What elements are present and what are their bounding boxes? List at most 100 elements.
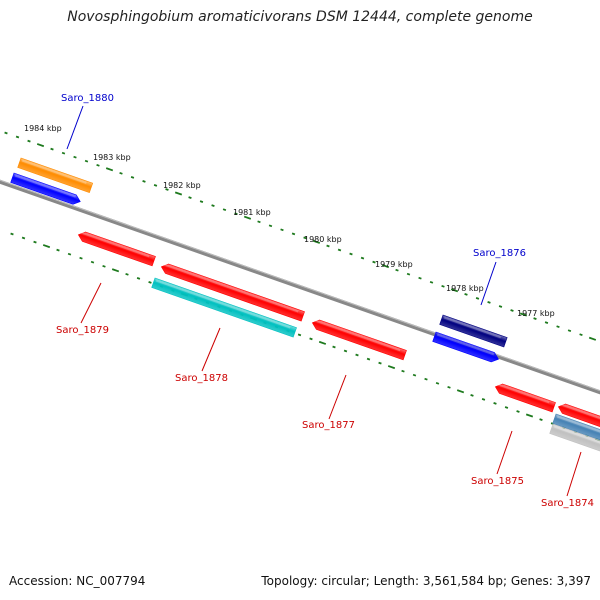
scale-tick-minor (21, 236, 26, 240)
scale-label: 1980 kbp (304, 235, 342, 244)
scale-tick-major (105, 167, 114, 172)
gene-leader-line (566, 451, 582, 497)
scale-label: 1981 kbp (233, 208, 271, 217)
gene-feature-arrow[interactable] (552, 413, 600, 444)
scale-ticks-reverse (10, 232, 600, 442)
scale-tick-minor (441, 284, 445, 288)
genome-map: 1984 kbp 1983 kbp 1982 kbp 1981 kbp 1980 kbp… (0, 93, 600, 509)
genome-summary-text: Topology: circular; Length: 3,561,584 bp… (261, 574, 591, 588)
scale-tick-minor (142, 180, 146, 183)
scale-tick-minor (332, 345, 336, 349)
scale-tick-minor (412, 373, 417, 377)
scale-tick-minor (487, 301, 491, 304)
scale-tick-minor (378, 361, 382, 365)
scale-tick-minor (15, 135, 20, 139)
labels-layer: 1984 kbp 1983 kbp 1982 kbp 1981 kbp 1980 kbp… (24, 93, 594, 509)
scale-tick-minor (424, 377, 428, 381)
scale-ticks-forward (4, 131, 597, 341)
gene-feature-arrow[interactable] (557, 402, 600, 432)
scale-tick-major (243, 215, 252, 220)
gene-label-saro-1879[interactable]: Saro_1879 (56, 325, 109, 336)
gene-label-saro-1877[interactable]: Saro_1877 (302, 420, 355, 431)
scale-tick-minor (567, 329, 572, 333)
gene-label-saro-1875[interactable]: Saro_1875 (471, 476, 524, 487)
scale-label: 1979 kbp (375, 260, 413, 269)
scale-tick-minor (33, 240, 37, 244)
scale-tick-minor (544, 321, 549, 324)
gene-leader-line (480, 261, 497, 306)
scale-tick-minor (102, 264, 106, 268)
gene-leader-line (201, 327, 221, 372)
scale-tick-minor (291, 232, 296, 236)
gene-label-saro-1878[interactable]: Saro_1878 (175, 373, 228, 384)
scale-tick-minor (268, 224, 273, 228)
scale-tick-minor (297, 333, 302, 337)
scale-tick-minor (337, 248, 342, 252)
scale-tick-minor (395, 268, 399, 272)
scale-label: 1984 kbp (24, 124, 62, 133)
gene-feature-arrow[interactable] (10, 172, 82, 206)
scale-tick-minor (61, 151, 66, 155)
gene-feature-arrow[interactable] (432, 331, 500, 364)
scale-tick-minor (67, 252, 72, 256)
scale-tick-major (525, 413, 534, 418)
scale-tick-major (111, 268, 120, 273)
scale-label: 1978 kbp (446, 284, 484, 293)
gene-leader-line (328, 374, 347, 420)
scale-tick-minor (84, 159, 89, 163)
scale-tick-major (36, 143, 45, 148)
scale-tick-minor (447, 385, 451, 389)
scale-tick-minor (470, 394, 474, 397)
scale-tick-minor (401, 369, 405, 373)
scale-tick-minor (153, 184, 158, 187)
gene-feature-arrow[interactable] (311, 318, 407, 361)
scale-tick-major (519, 312, 528, 317)
gene-feature-arrow[interactable] (17, 157, 94, 193)
scale-tick-minor (280, 228, 284, 232)
scale-tick-minor (539, 418, 543, 421)
scale-tick-major (42, 244, 51, 249)
gene-features (10, 157, 600, 454)
scale-tick-minor (96, 163, 100, 167)
scale-tick-minor (349, 252, 353, 256)
scale-tick-minor (125, 272, 129, 276)
scale-tick-minor (257, 220, 261, 224)
scale-tick-minor (222, 208, 227, 212)
scale-tick-minor (406, 272, 411, 276)
scale-tick-minor (464, 293, 468, 296)
scale-tick-minor (366, 357, 371, 361)
scale-tick-major (318, 340, 327, 345)
scale-tick-minor (498, 305, 503, 308)
scale-tick-minor (372, 260, 376, 264)
scale-tick-minor (234, 212, 238, 216)
scale-tick-minor (136, 277, 141, 280)
genome-backbone (0, 179, 600, 395)
scale-tick-minor (429, 280, 434, 284)
scale-tick-minor (90, 260, 95, 264)
scale-tick-minor (56, 248, 60, 252)
scale-tick-minor (533, 317, 537, 320)
gene-label-saro-1874[interactable]: Saro_1874 (541, 498, 594, 509)
scale-tick-minor (73, 155, 77, 159)
scale-tick-minor (4, 131, 8, 135)
scale-tick-minor (79, 256, 83, 260)
accession-text: Accession: NC_007794 (9, 574, 146, 588)
gene-feature-arrow[interactable] (151, 277, 297, 338)
scale-tick-minor (148, 281, 152, 284)
scale-tick-minor (556, 325, 560, 329)
scale-tick-minor (475, 297, 480, 300)
scale-tick-minor (50, 147, 54, 151)
gene-feature-arrow[interactable] (494, 382, 556, 413)
gene-leader-line (80, 282, 102, 324)
scale-tick-minor (579, 333, 583, 337)
scale-tick-minor (516, 410, 520, 413)
scale-tick-minor (211, 204, 215, 207)
gene-label-saro-1876[interactable]: Saro_1876 (473, 248, 526, 259)
gene-feature-arrow[interactable] (549, 423, 600, 454)
gene-label-saro-1880[interactable]: Saro_1880 (61, 93, 114, 104)
gene-feature-arrow[interactable] (77, 230, 156, 267)
gene-feature-arrow[interactable] (439, 314, 508, 348)
scale-tick-minor (504, 406, 509, 409)
gene-feature-arrow[interactable] (160, 262, 305, 322)
scale-tick-major (450, 288, 459, 293)
